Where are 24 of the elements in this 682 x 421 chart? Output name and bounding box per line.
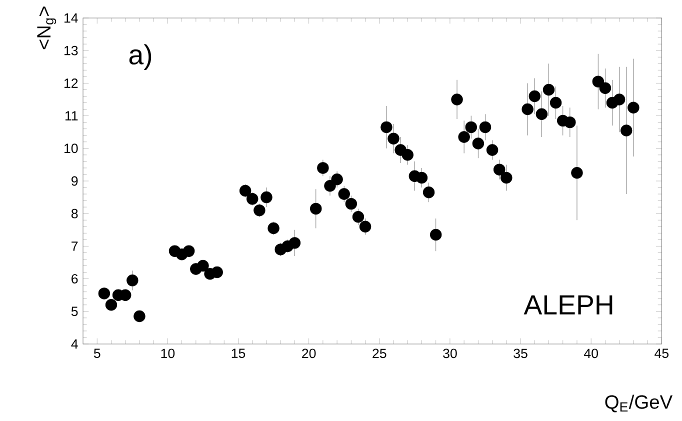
x-tick-label: 5 <box>94 348 100 358</box>
y-tick-label: 4 <box>71 339 78 349</box>
y-tick-label: 5 <box>71 306 78 316</box>
x-tick-label: 20 <box>302 348 316 358</box>
y-tick-label: 10 <box>64 144 78 154</box>
x-tick-label: 25 <box>372 348 386 358</box>
y-tick-label: 7 <box>72 242 78 251</box>
y-tick-label: 8 <box>71 208 78 218</box>
x-tick-label: 15 <box>232 348 246 358</box>
y-tick-label: 12 <box>64 78 78 88</box>
x-tick-label: 40 <box>584 348 598 358</box>
annotation: ALEPH <box>524 295 612 314</box>
x-tick-label: 35 <box>514 348 528 358</box>
y-tick-label: 14 <box>64 13 78 23</box>
y-axis-title: <N$_{g}$> <box>37 6 56 50</box>
annotation: a) <box>129 44 152 70</box>
y-tick-label: 9 <box>72 176 78 186</box>
x-tick-label: 10 <box>161 348 175 358</box>
x-tick-label: 30 <box>443 348 457 358</box>
y-tick-label: 6 <box>72 274 78 284</box>
y-tick-label: 11 <box>65 111 78 120</box>
x-tick-label: 45 <box>654 348 669 358</box>
x-axis-title: Q$_{E}$/GeV <box>605 394 673 412</box>
y-tick-label: 13 <box>64 46 78 56</box>
